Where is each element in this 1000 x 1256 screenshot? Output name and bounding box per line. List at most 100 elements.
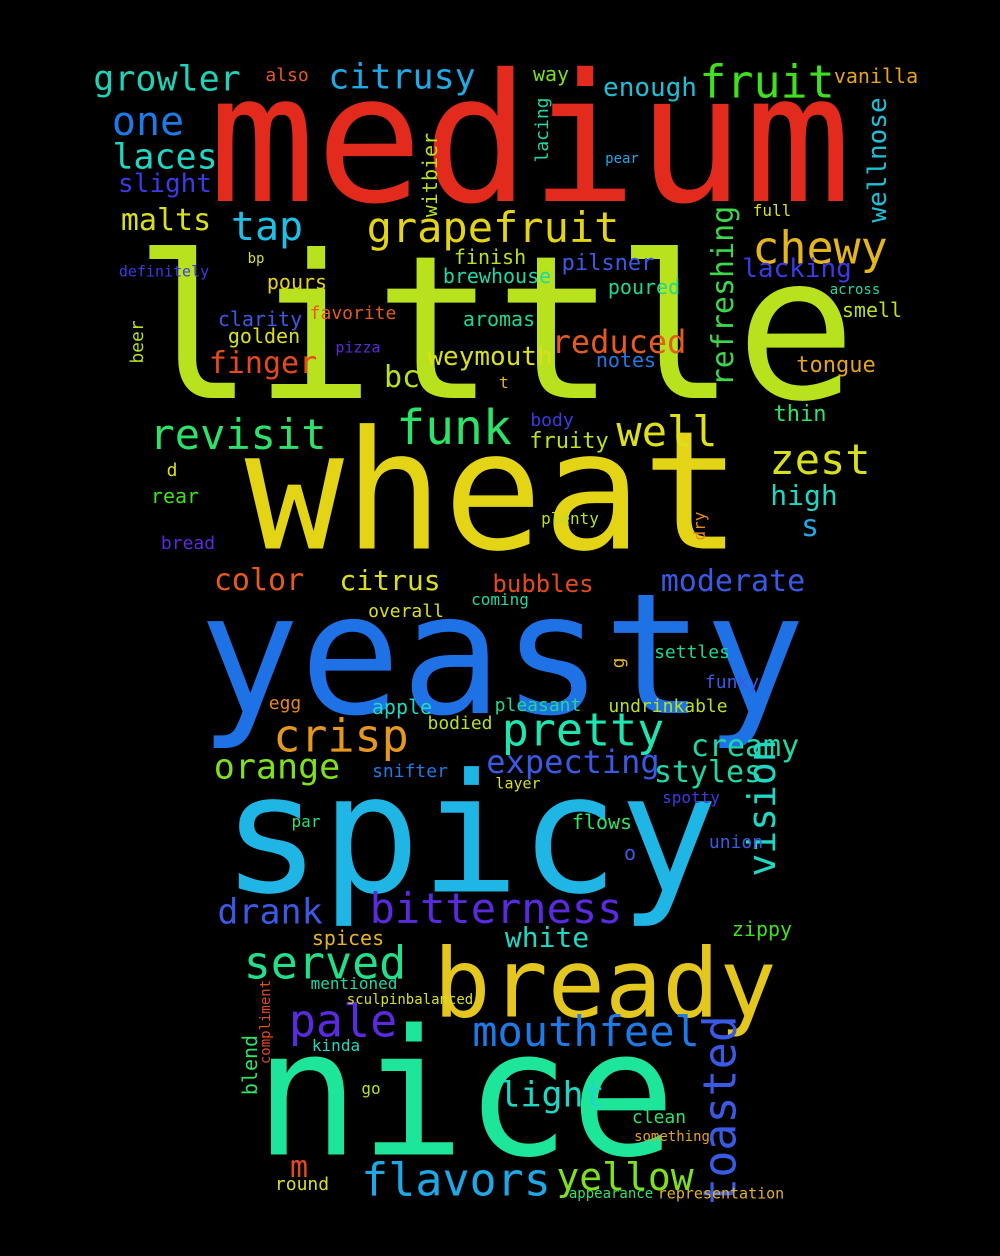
word-coming: coming: [471, 590, 529, 609]
word-s: s: [800, 509, 820, 544]
word-funky: funky: [704, 672, 760, 693]
word-poured: poured: [607, 275, 681, 299]
word-blend: blend: [238, 1034, 262, 1096]
word-clarity: clarity: [217, 307, 303, 331]
word-tongue: tongue: [796, 353, 876, 378]
word-thin: thin: [773, 402, 827, 427]
word-egg: egg: [268, 693, 302, 714]
word-bitterness: bitterness: [369, 884, 623, 933]
word-favorite: favorite: [309, 303, 397, 324]
word-one: one: [111, 99, 185, 145]
word-crisp: crisp: [273, 709, 409, 763]
word-growler: growler: [93, 59, 241, 100]
word-light: light: [499, 1075, 605, 1116]
word-yellow: yellow: [556, 1155, 694, 1199]
word-bc: bc: [383, 360, 421, 395]
word-white: white: [504, 921, 590, 954]
word-rear: rear: [150, 484, 200, 508]
word-bubbles: bubbles: [492, 570, 594, 598]
word-medium: medium: [208, 36, 852, 243]
word-expecting: expecting: [486, 743, 660, 781]
word-served: served: [243, 936, 407, 990]
word-enough: enough: [603, 73, 697, 103]
word-pretty: pretty: [501, 703, 665, 757]
word-spicy: spicy: [221, 738, 719, 931]
word-kinda: kinda: [311, 1036, 361, 1055]
word-mentioned: mentioned: [310, 974, 398, 993]
word-notes: notes: [595, 348, 657, 372]
word-layer: layer: [495, 774, 541, 793]
word-well: well: [616, 407, 718, 456]
word-refreshing: refreshing: [706, 205, 741, 387]
word-little: little: [133, 213, 857, 446]
word-malts: malts: [120, 203, 212, 238]
word-pours: pours: [266, 270, 328, 294]
word-vanilla: vanilla: [833, 64, 919, 88]
word-slight: slight: [118, 169, 212, 199]
word-body: body: [530, 410, 574, 431]
word-nice: nice: [254, 993, 676, 1197]
word-pizza: pizza: [335, 338, 381, 357]
word-bodied: bodied: [427, 713, 493, 734]
word-drank: drank: [217, 892, 323, 933]
word-golden: golden: [227, 324, 301, 348]
word-way: way: [532, 62, 570, 86]
word-spices: spices: [311, 926, 385, 950]
word-reduced: reduced: [551, 323, 687, 361]
word-o: o: [623, 841, 637, 865]
word-finger: finger: [208, 346, 318, 381]
word-lacking: lacking: [742, 254, 852, 284]
word-pale: pale: [288, 994, 398, 1048]
word-pilsner: pilsner: [561, 251, 655, 276]
word-round: round: [274, 1174, 330, 1195]
word-witbier: witbier: [418, 132, 442, 218]
word-fruit: fruit: [699, 55, 835, 109]
word-chewy: chewy: [752, 221, 888, 275]
word-grapefruit: grapefruit: [366, 203, 620, 252]
word-something: something: [634, 1129, 710, 1145]
word-plenty: plenty: [541, 509, 599, 528]
word-funk: funk: [396, 400, 512, 456]
word-undrinkable: undrinkable: [608, 696, 728, 717]
word-appearance: appearance: [568, 1186, 654, 1202]
word-flows: flows: [571, 810, 633, 834]
word-bread: bread: [160, 533, 216, 554]
word-finish: finish: [453, 245, 527, 269]
word-spotty: spotty: [662, 788, 720, 807]
word-d: d: [166, 460, 178, 481]
word-mouthfeel: mouthfeel: [472, 1007, 700, 1056]
word-beer: beer: [127, 320, 148, 364]
word-yeasty: yeasty: [198, 557, 806, 753]
word-definitely: definitely: [118, 262, 210, 281]
word-bready: bready: [433, 929, 777, 1040]
word-union: union: [708, 832, 764, 853]
word-full: full: [752, 201, 792, 220]
word-moderate: moderate: [660, 564, 806, 599]
word-citrusy: citrusy: [328, 57, 476, 98]
word-apple: apple: [371, 695, 433, 719]
word-brewhouse: brewhouse: [442, 264, 552, 288]
word-flavors: flavors: [361, 1153, 551, 1207]
word-also: also: [265, 65, 309, 86]
word-snifter: snifter: [372, 761, 448, 782]
word-bp: bp: [247, 251, 265, 267]
word-compliment: compliment: [258, 979, 274, 1065]
word-dry: dry: [690, 511, 709, 541]
word-weymouth: weymouth: [427, 342, 553, 372]
word-zippy: zippy: [731, 917, 793, 941]
word-creamy: creamy: [690, 729, 800, 764]
word-t: t: [499, 373, 509, 392]
word-orange: orange: [213, 747, 341, 788]
word-revisit: revisit: [149, 410, 327, 459]
word-across: across: [829, 282, 881, 298]
word-pleasant: pleasant: [494, 695, 582, 716]
word-sculpinbalanced: sculpinbalanced: [346, 992, 474, 1008]
word-high: high: [770, 479, 838, 512]
word-styles: styles: [653, 755, 763, 790]
word-settles: settles: [654, 642, 730, 663]
word-pear: pear: [605, 151, 639, 167]
word-tap: tap: [230, 204, 304, 250]
word-laces: laces: [112, 137, 218, 178]
word-wellnose: wellnose: [863, 97, 893, 223]
